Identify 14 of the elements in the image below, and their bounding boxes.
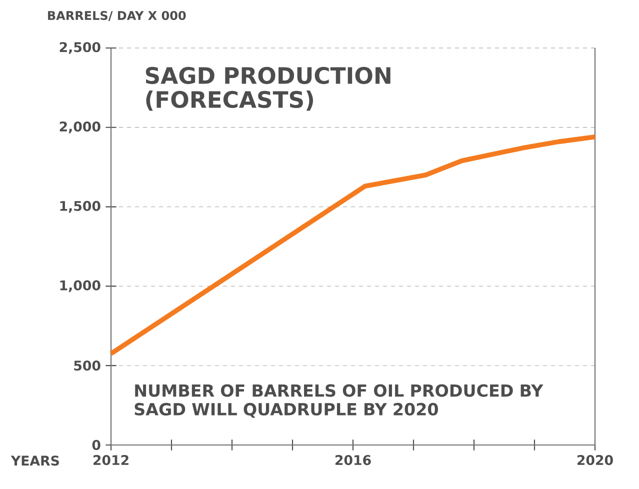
x-tick-label: 2020	[577, 455, 613, 466]
y-tick-label: 2,000	[60, 121, 100, 134]
text: SAGD PRODUCTION (FORECASTS)	[146, 66, 390, 111]
y-tick-label: 1,000	[60, 280, 100, 292]
y-tick-label: 0	[92, 440, 100, 450]
x-tick-label: 2016	[335, 455, 371, 466]
annotation: NUMBER OF BARRELS OF OIL PRODUCED BY SAGD WILL QUADRUPLE BY 2020	[134, 384, 544, 418]
y-tick-label: 500	[74, 360, 100, 371]
x-tick-label: 2012	[94, 455, 128, 466]
y-tick-label: 1,500	[60, 200, 100, 213]
x-axis-title: YEARS	[10, 456, 59, 466]
line-series	[108, 134, 598, 356]
y-axis-title: BARRELS/ DAY X 000	[48, 10, 186, 21]
y-tick-label: 2,500	[60, 42, 100, 54]
